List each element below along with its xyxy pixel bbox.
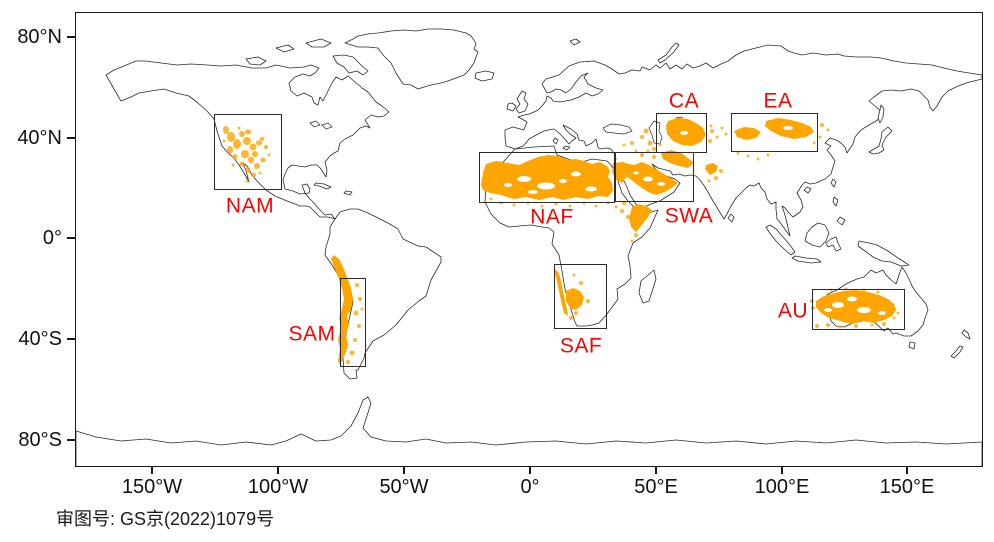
x-tick-label-100w: 100°W xyxy=(247,476,309,498)
x-tick-mark xyxy=(906,466,908,474)
x-tick-mark xyxy=(781,466,783,474)
region-label-sam: SAM xyxy=(288,322,336,346)
coastlines xyxy=(76,28,982,466)
x-tick-mark xyxy=(655,466,657,474)
x-tick-label-100e: 100°E xyxy=(754,476,810,498)
region-box-sam xyxy=(340,278,366,367)
x-tick-label-50e: 50°E xyxy=(634,476,678,498)
y-tick-label-0: 0° xyxy=(42,227,62,249)
x-tick-mark xyxy=(151,466,153,474)
region-label-au: AU xyxy=(777,299,809,323)
region-label-ca: CA xyxy=(668,89,700,113)
y-tick-mark xyxy=(67,36,75,38)
y-tick-label-40s: 40°S xyxy=(18,328,62,350)
y-tick-mark xyxy=(67,237,75,239)
region-box-naf xyxy=(479,152,615,203)
y-tick-label-40n: 40°N xyxy=(17,127,62,149)
x-tick-mark xyxy=(529,466,531,474)
region-box-ca xyxy=(656,113,707,153)
y-tick-label-80n: 80°N xyxy=(17,26,62,48)
region-label-swa: SWA xyxy=(664,204,714,228)
dryland-holes xyxy=(504,126,886,315)
map-approval-number: 审图号: GS京(2022)1079号 xyxy=(56,509,275,529)
dryland-speckles xyxy=(346,123,900,364)
x-tick-label-0: 0° xyxy=(520,476,540,498)
map-frame: NAM SAM NAF SWA CA EA SAF AU xyxy=(75,12,983,467)
region-box-au xyxy=(812,289,905,330)
y-tick-mark xyxy=(67,137,75,139)
y-tick-label-80s: 80°S xyxy=(18,429,62,451)
dryland-areas xyxy=(222,118,900,365)
x-tick-mark xyxy=(277,466,279,474)
nam-speckles xyxy=(222,126,271,183)
x-tick-label-150w: 150°W xyxy=(121,476,183,498)
region-box-swa xyxy=(615,152,694,202)
x-tick-mark xyxy=(403,466,405,474)
region-box-nam xyxy=(214,114,282,190)
region-label-saf: SAF xyxy=(559,334,603,358)
world-map xyxy=(76,28,982,466)
x-tick-label-50w: 50°W xyxy=(379,476,429,498)
region-box-saf xyxy=(554,264,607,329)
region-label-naf: NAF xyxy=(530,205,574,229)
region-label-nam: NAM xyxy=(225,194,275,218)
region-box-ea xyxy=(731,113,818,152)
y-tick-mark xyxy=(67,338,75,340)
x-tick-label-150e: 150°E xyxy=(879,476,935,498)
region-label-ea: EA xyxy=(763,89,793,113)
y-tick-mark xyxy=(67,439,75,441)
